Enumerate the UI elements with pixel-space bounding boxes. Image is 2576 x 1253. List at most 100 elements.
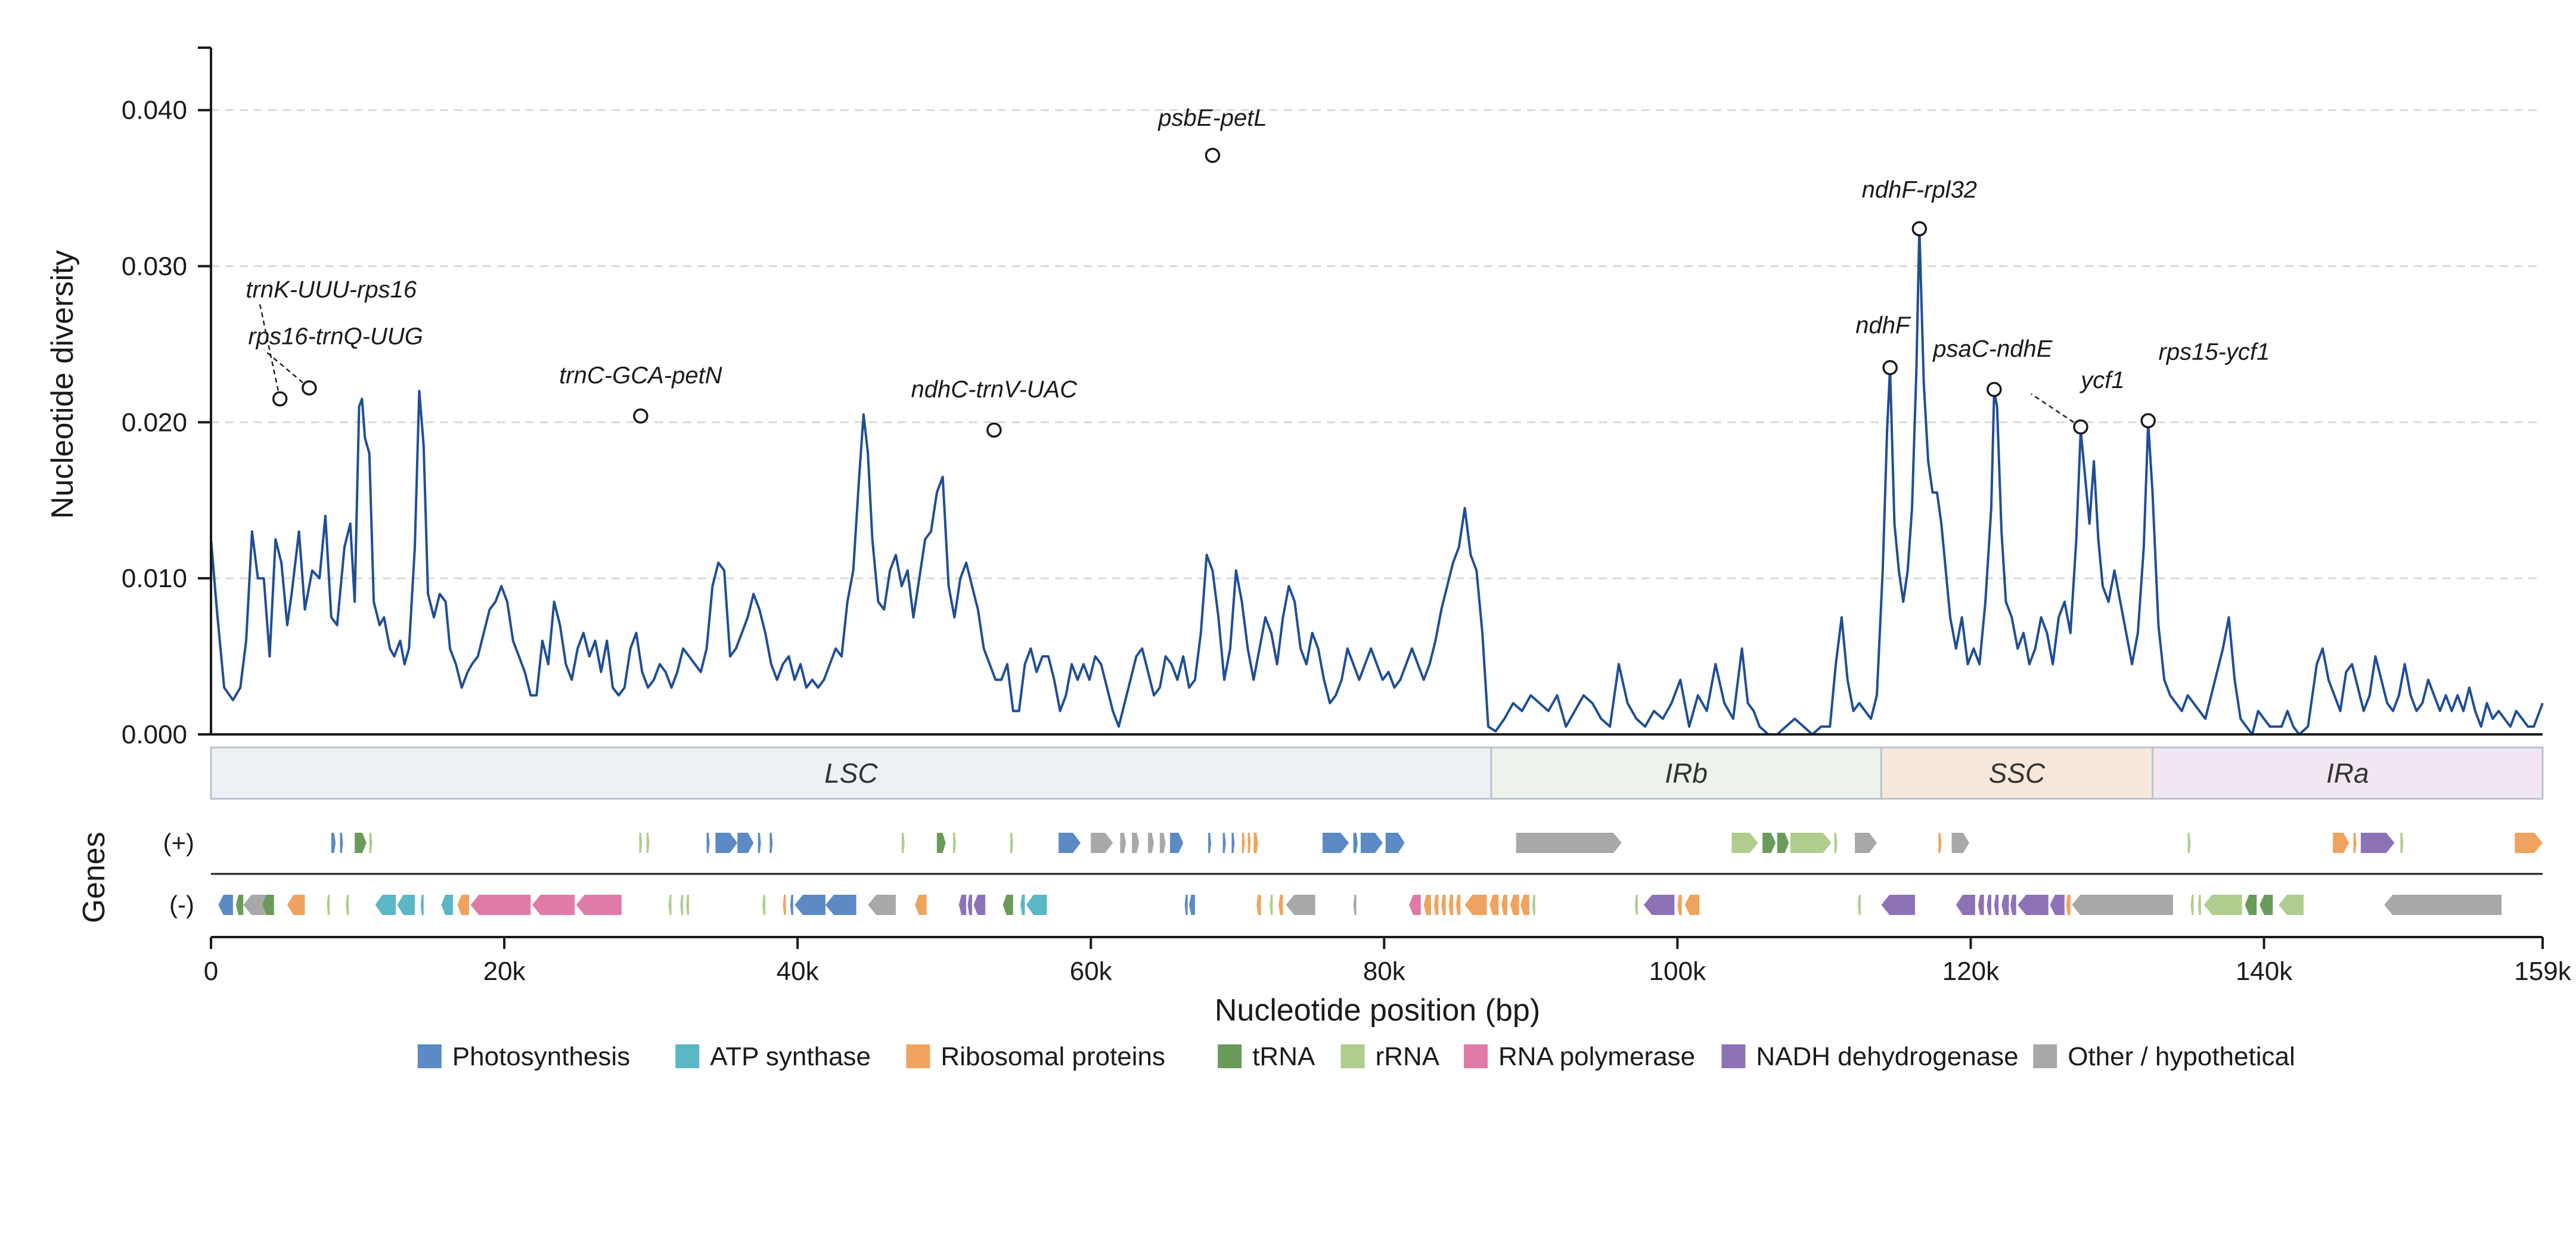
gene-ndh [1987,895,1991,915]
peak-marker [1987,382,2002,398]
gene-ndh [2360,833,2395,853]
x-axis-title: Nucleotide position (bp) [1215,993,1540,1028]
x-tick-label: 60k [1070,957,1113,986]
gene-photo [1385,833,1405,853]
gene-rrna [762,895,766,915]
gene-photo [790,895,793,915]
region-band-ira [2152,746,2544,800]
gene-ribo [2515,833,2543,853]
gene-ribo [1677,895,1682,915]
gene-atp [1020,895,1025,915]
gene-rrna [1532,895,1535,915]
peak-marker [1205,147,1221,163]
legend-label: tRNA [1252,1042,1315,1071]
legend-swatch-other [2033,1044,2057,1068]
peak-marker [302,380,317,396]
gene-rnap [1409,895,1421,915]
y-tick-label: 0.010 [122,564,187,593]
gene-rrna [2400,833,2404,853]
gene-ribo [1278,895,1283,915]
peak-marker [1882,359,1898,376]
gene-rrna [346,895,349,915]
gene-ndh [958,895,967,915]
gene-other [1951,833,1969,853]
gene-ribo [1510,895,1519,915]
diversity-series [210,226,2544,736]
strand-label: (+) [163,829,195,857]
gene-ribo [1464,895,1487,915]
gene-ribo [1433,895,1439,915]
x-tick-label: 120k [1942,957,2000,986]
gene-photo [737,833,754,853]
gene-photo [1353,833,1358,853]
gene-tracks: (+) (-) [163,829,2543,919]
gene-other [2384,895,2502,915]
gene-other [1148,833,1154,853]
gene-trna [1003,895,1013,915]
gene-rrna [1010,833,1013,853]
gene-ribo [1423,895,1432,915]
gene-rrna [2198,895,2201,915]
gene-other [2072,895,2173,915]
gene-ndh [1881,895,1915,915]
diversity-line [210,226,2544,736]
gene-rrna [952,833,956,853]
gene-photo [825,895,856,915]
legend-swatch-photo [417,1044,442,1068]
peak-label: trnC-GCA-petN [559,362,722,389]
gene-rrna [2187,833,2191,853]
gene-photo [769,833,773,853]
peak-leader-line [259,303,281,399]
genome-region-bands: LSC IRb SSC IRa [210,746,2544,800]
gene-photo [1184,895,1188,915]
axes: 0.000 0.010 0.020 0.030 0.040 0 20k 40k 60k 80k 10… [122,46,2572,986]
gene-trna [355,833,367,853]
gene-rrna [1270,895,1273,915]
gene-photo [331,833,336,853]
legend-swatch-trna [1218,1044,1242,1068]
gene-rrna [1731,833,1758,853]
peak-label: rps15-ycf1 [2159,339,2270,365]
gene-other [868,895,896,915]
region-label: SSC [1989,758,2046,789]
gene-other [1855,833,1877,853]
gene-ribo [1520,895,1529,915]
gene-trna [1777,833,1789,853]
gene-rrna [646,833,650,853]
gene-rrna [1834,833,1838,853]
legend-swatch-ribo [906,1044,930,1068]
legend-label: RNA polymerase [1498,1042,1695,1071]
gene-rnap [576,895,622,915]
gene-photo [340,833,343,853]
peak-marker [986,422,1002,438]
gene-other [243,895,267,915]
gene-photo [1208,833,1211,853]
gene-ribo [1938,833,1942,853]
gene-ribo [914,895,927,915]
legend-swatch-atp [675,1044,700,1068]
peak-marker [633,408,648,424]
x-tick-label: 140k [2236,957,2293,986]
x-tick-label: 0 [204,957,218,986]
peak-label: trnK-UUU-rps16 [246,277,417,303]
gene-rrna [901,833,905,853]
legend-label: rRNA [1376,1042,1440,1071]
gene-ribo [1448,895,1453,915]
legend-label: Ribosomal proteins [941,1042,1165,1071]
gene-atp [375,895,396,915]
gene-photo [1189,895,1195,915]
gene-photo [706,833,710,853]
gene-ribo [1247,833,1251,853]
gridlines [211,109,2543,579]
gene-rrna [1858,895,1861,915]
legend-label: Other / hypothetical [2068,1042,2295,1071]
gene-rrna [2279,895,2304,915]
x-tick-label: 80k [1363,957,1406,986]
gene-photo [1059,833,1081,853]
gene-ndh [2010,895,2016,915]
gene-photo [1222,833,1226,853]
gene-rrna [668,895,672,915]
legend-label: NADH dehydrogenase [1756,1042,2018,1071]
gene-ndh [1978,895,1984,915]
x-tick-label: 20k [483,957,526,986]
